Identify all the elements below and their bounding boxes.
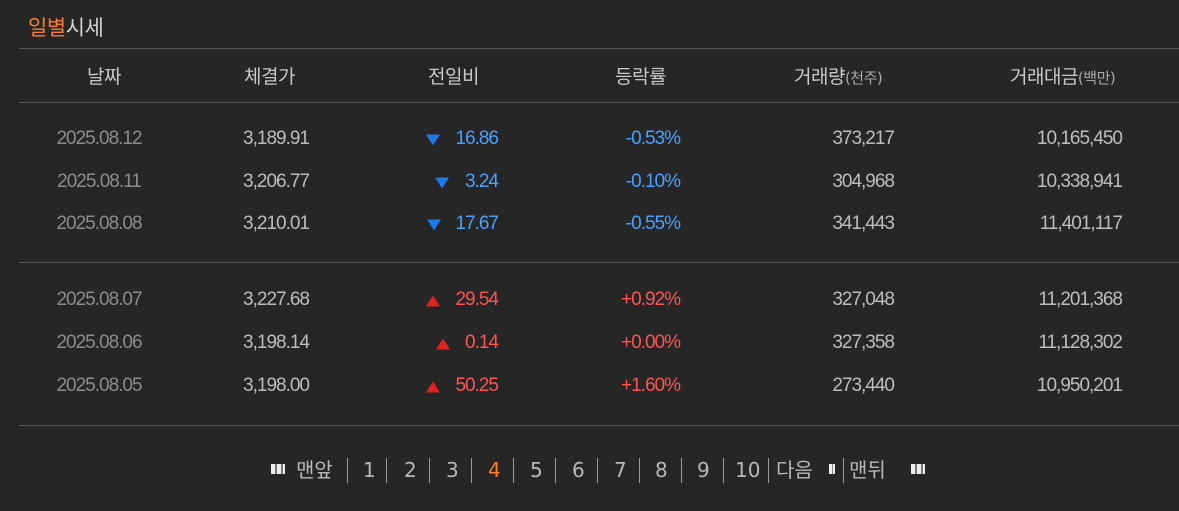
- row-date: 2025.08.08: [56, 213, 142, 234]
- row-volume: 304,968: [832, 171, 895, 192]
- row-amount: 10,338,941: [1036, 171, 1123, 192]
- header-volume-unit: (천주): [844, 69, 883, 87]
- header-amount: 거래대금(백만): [1010, 62, 1116, 89]
- up-arrow-icon: [436, 338, 450, 350]
- row-date: 2025.08.06: [56, 332, 142, 353]
- down-arrow-icon: [435, 177, 449, 189]
- row-volume: 341,443: [832, 213, 895, 234]
- row-rate: -0.55%: [625, 213, 681, 234]
- row-close: 3,198.00: [243, 375, 310, 396]
- pager-separator: [513, 458, 514, 483]
- pager-separator: [471, 458, 472, 483]
- pager-separator: [555, 458, 556, 483]
- header-rate: 등락률: [615, 66, 666, 88]
- divider-header: [19, 102, 1179, 103]
- row-close: 3,189.91: [243, 128, 310, 149]
- row-volume: 373,217: [832, 128, 895, 149]
- row-volume: 273,440: [832, 375, 895, 396]
- pager-separator: [768, 458, 769, 483]
- row-change: 50.25: [455, 375, 499, 396]
- page-link-9[interactable]: 9: [697, 458, 710, 482]
- next-page-link[interactable]: 다음: [776, 458, 813, 482]
- pager-separator: [681, 458, 682, 483]
- divider-bottom: [19, 425, 1179, 426]
- row-amount: 11,201,368: [1038, 289, 1123, 310]
- pager-separator: [347, 458, 348, 483]
- row-amount: 10,165,450: [1036, 128, 1123, 149]
- pager-separator: [429, 458, 430, 483]
- next-page-icon[interactable]: [829, 464, 835, 474]
- row-close: 3,210.01: [243, 213, 310, 234]
- row-change: 29.54: [455, 289, 499, 310]
- page-link-7[interactable]: 7: [614, 458, 627, 482]
- down-arrow-icon: [427, 219, 441, 231]
- row-change: 0.14: [465, 332, 499, 353]
- down-arrow-icon: [426, 134, 440, 146]
- row-close: 3,227.68: [243, 289, 310, 310]
- pager-separator: [597, 458, 598, 483]
- divider-top: [19, 48, 1179, 49]
- page-link-3[interactable]: 3: [446, 458, 459, 482]
- last-page-link[interactable]: 맨뒤: [849, 458, 886, 482]
- section-title: 일별시세: [28, 12, 104, 42]
- row-volume: 327,048: [832, 289, 895, 310]
- section-title-rest: 시세: [65, 16, 104, 40]
- row-amount: 11,128,302: [1038, 332, 1123, 353]
- divider-middle: [19, 262, 1179, 263]
- header-amount-unit: (백만): [1077, 69, 1116, 87]
- row-amount: 10,950,201: [1036, 375, 1123, 396]
- row-change: 16.86: [455, 128, 499, 149]
- row-change: 3.24: [465, 171, 499, 192]
- page-link-1[interactable]: 1: [363, 458, 376, 482]
- first-page-link[interactable]: 맨앞: [296, 458, 333, 482]
- header-amount-label: 거래대금: [1010, 66, 1078, 88]
- pager-separator: [843, 458, 844, 483]
- row-rate: -0.53%: [625, 128, 681, 149]
- page-link-10[interactable]: 10: [735, 458, 761, 482]
- page-link-5[interactable]: 5: [530, 458, 543, 482]
- page-link-6[interactable]: 6: [572, 458, 585, 482]
- row-date: 2025.08.12: [56, 128, 142, 149]
- header-volume: 거래량(천주): [794, 62, 883, 89]
- row-date: 2025.08.11: [57, 171, 142, 192]
- row-date: 2025.08.05: [56, 375, 142, 396]
- pager-separator: [386, 458, 387, 483]
- header-date: 날짜: [87, 66, 121, 88]
- row-close: 3,198.14: [243, 332, 310, 353]
- row-date: 2025.08.07: [56, 289, 142, 310]
- pagination: 맨앞 1 2 3 4 5 6 7 8 9 10 다음 맨뒤: [0, 456, 1179, 486]
- page-link-2[interactable]: 2: [404, 458, 417, 482]
- row-amount: 11,401,117: [1039, 213, 1123, 234]
- header-change: 전일비: [428, 66, 479, 88]
- up-arrow-icon: [426, 295, 440, 307]
- row-rate: +0.92%: [621, 289, 681, 310]
- page-link-8[interactable]: 8: [655, 458, 668, 482]
- row-volume: 327,358: [832, 332, 895, 353]
- row-rate: -0.10%: [625, 171, 681, 192]
- page-link-4[interactable]: 4: [488, 458, 501, 482]
- header-close: 체결가: [244, 66, 295, 88]
- last-page-icon[interactable]: [911, 464, 925, 474]
- first-page-icon[interactable]: [271, 464, 285, 474]
- header-volume-label: 거래량: [794, 66, 845, 88]
- pager-separator: [639, 458, 640, 483]
- row-rate: +0.00%: [621, 332, 681, 353]
- row-rate: +1.60%: [621, 375, 681, 396]
- pager-separator: [723, 458, 724, 483]
- up-arrow-icon: [426, 381, 440, 393]
- section-title-highlight: 일별: [28, 16, 66, 40]
- row-change: 17.67: [455, 213, 499, 234]
- row-close: 3,206.77: [243, 171, 310, 192]
